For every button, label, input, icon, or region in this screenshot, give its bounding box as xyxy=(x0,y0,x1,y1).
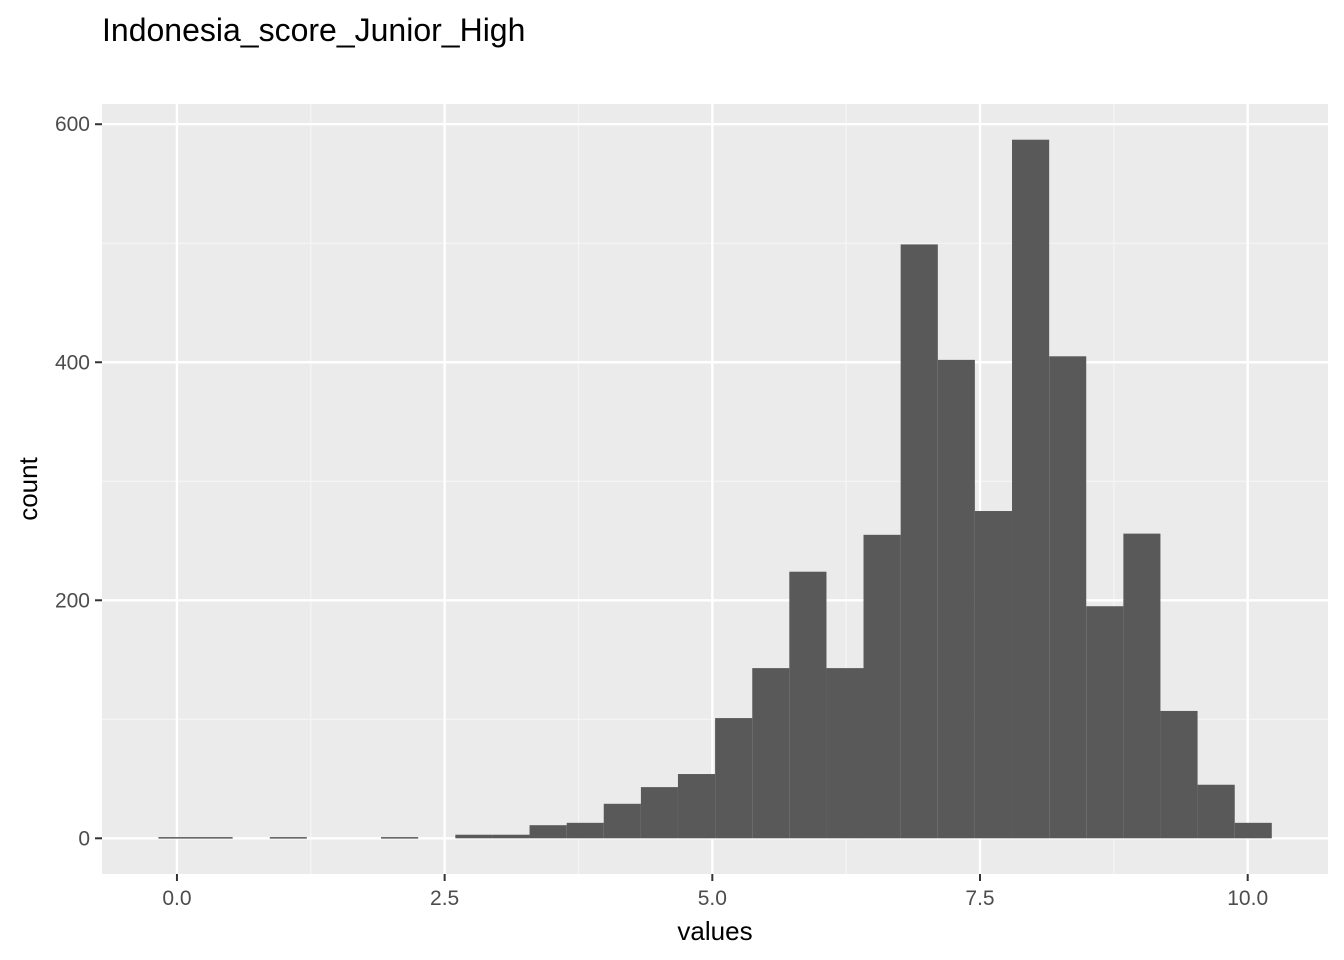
y-tick-label: 0 xyxy=(78,827,90,850)
histogram-bar xyxy=(455,834,493,839)
histogram-bar xyxy=(381,837,419,839)
y-axis-title: count xyxy=(13,456,43,520)
chart-title: Indonesia_score_Junior_High xyxy=(102,12,525,48)
histogram-bar xyxy=(974,511,1013,839)
histogram-bar xyxy=(269,837,307,839)
histogram-bar xyxy=(1160,710,1198,839)
histogram-bar xyxy=(1197,784,1235,839)
histogram-bar xyxy=(1086,606,1124,839)
histogram-bar xyxy=(492,834,530,839)
histogram-bar xyxy=(715,718,753,839)
histogram-bar xyxy=(1234,822,1272,839)
histogram-bar xyxy=(863,534,901,839)
histogram-bar xyxy=(937,359,975,839)
y-tick-label: 200 xyxy=(55,589,90,612)
x-axis-title: values xyxy=(677,916,752,946)
x-tick-label: 2.5 xyxy=(430,887,459,910)
x-tick-label: 7.5 xyxy=(965,887,994,910)
histogram-bar xyxy=(752,668,790,839)
histogram-bar xyxy=(789,571,827,839)
y-axis: 0 200 400 600 xyxy=(55,113,102,850)
histogram-bar xyxy=(195,837,233,839)
histogram-bar xyxy=(566,822,604,839)
x-tick-label: 5.0 xyxy=(698,887,727,910)
histogram-bar xyxy=(900,244,938,839)
minor-gridlines xyxy=(102,104,1328,874)
histogram-bar xyxy=(1012,139,1050,839)
histogram-bars xyxy=(158,139,1272,839)
x-axis: 0.0 2.5 5.0 7.5 10.0 xyxy=(162,874,1268,910)
histogram-bar xyxy=(826,668,864,839)
histogram-bar xyxy=(529,825,567,839)
histogram-bar xyxy=(1049,356,1087,839)
histogram-bar xyxy=(677,774,716,839)
y-tick-label: 400 xyxy=(55,351,90,374)
y-tick-label: 600 xyxy=(55,113,90,136)
histogram-bar xyxy=(640,787,678,839)
histogram-bar xyxy=(603,803,641,839)
histogram-bar xyxy=(1123,533,1161,839)
x-tick-label: 0.0 xyxy=(162,887,191,910)
histogram-bar xyxy=(158,837,196,839)
x-tick-label: 10.0 xyxy=(1227,887,1268,910)
